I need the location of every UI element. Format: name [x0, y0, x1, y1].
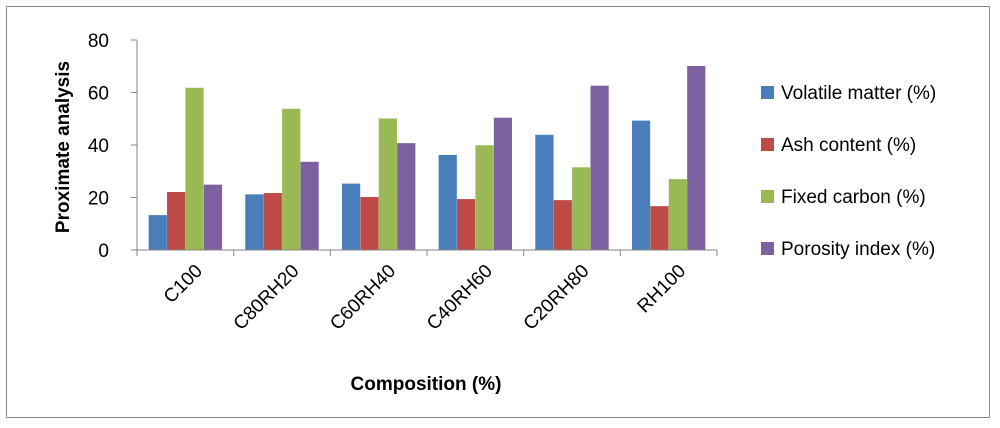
- bar: [650, 206, 669, 250]
- legend-swatch: [761, 242, 774, 255]
- x-axis-title: Composition (%): [351, 374, 502, 395]
- bar: [300, 161, 319, 250]
- x-tick-label: RH100: [634, 261, 691, 318]
- legend-label: Porosity index (%): [781, 239, 935, 260]
- bar: [148, 215, 167, 250]
- bar: [535, 134, 554, 250]
- legend-label: Volatile matter (%): [781, 83, 936, 104]
- bar: [590, 85, 609, 250]
- y-tick-label: 20: [88, 189, 109, 210]
- bar: [360, 196, 379, 250]
- y-tick-label: 0: [98, 241, 109, 262]
- bar: [493, 117, 513, 250]
- bar: [245, 194, 264, 250]
- bar: [668, 179, 687, 250]
- x-tick-label: C100: [160, 261, 207, 308]
- legend-swatch: [761, 190, 774, 203]
- bar: [282, 108, 301, 251]
- bar: [263, 193, 282, 250]
- bar: [167, 191, 186, 250]
- x-tick-label: C60RH40: [326, 261, 400, 335]
- legend-swatch: [761, 86, 774, 99]
- legend: Volatile matter (%) Ash content (%) Fixed …: [761, 83, 936, 260]
- bar: [438, 154, 457, 250]
- bar: [397, 143, 416, 250]
- bar: [185, 87, 204, 251]
- legend-label: Fixed carbon (%): [781, 187, 926, 208]
- bar: [687, 65, 706, 250]
- bar: [475, 145, 494, 250]
- x-tick-label: C40RH60: [423, 261, 497, 335]
- bar: [457, 199, 476, 250]
- bar: [553, 200, 572, 250]
- x-tick-label: C80RH20: [230, 261, 304, 335]
- bar: [572, 167, 591, 250]
- x-tick-label: C20RH80: [520, 261, 594, 335]
- x-axis-ticks: C100 C80RH20 C60RH40 C40RH60 C20RH80 RH100: [136, 250, 718, 335]
- bar: [203, 184, 223, 250]
- bar: [631, 120, 651, 251]
- bar: [341, 183, 361, 250]
- bar: [378, 118, 397, 250]
- y-tick-label: 60: [88, 84, 109, 105]
- y-tick-label: 80: [88, 31, 109, 52]
- y-tick-label: 40: [88, 136, 109, 157]
- y-axis-ticks: 0 20 40 60 80: [88, 31, 137, 262]
- bars-group: [148, 65, 706, 251]
- legend-label: Ash content (%): [781, 135, 916, 156]
- legend-swatch: [761, 138, 774, 151]
- y-axis-title: Proximate analysis: [53, 61, 74, 233]
